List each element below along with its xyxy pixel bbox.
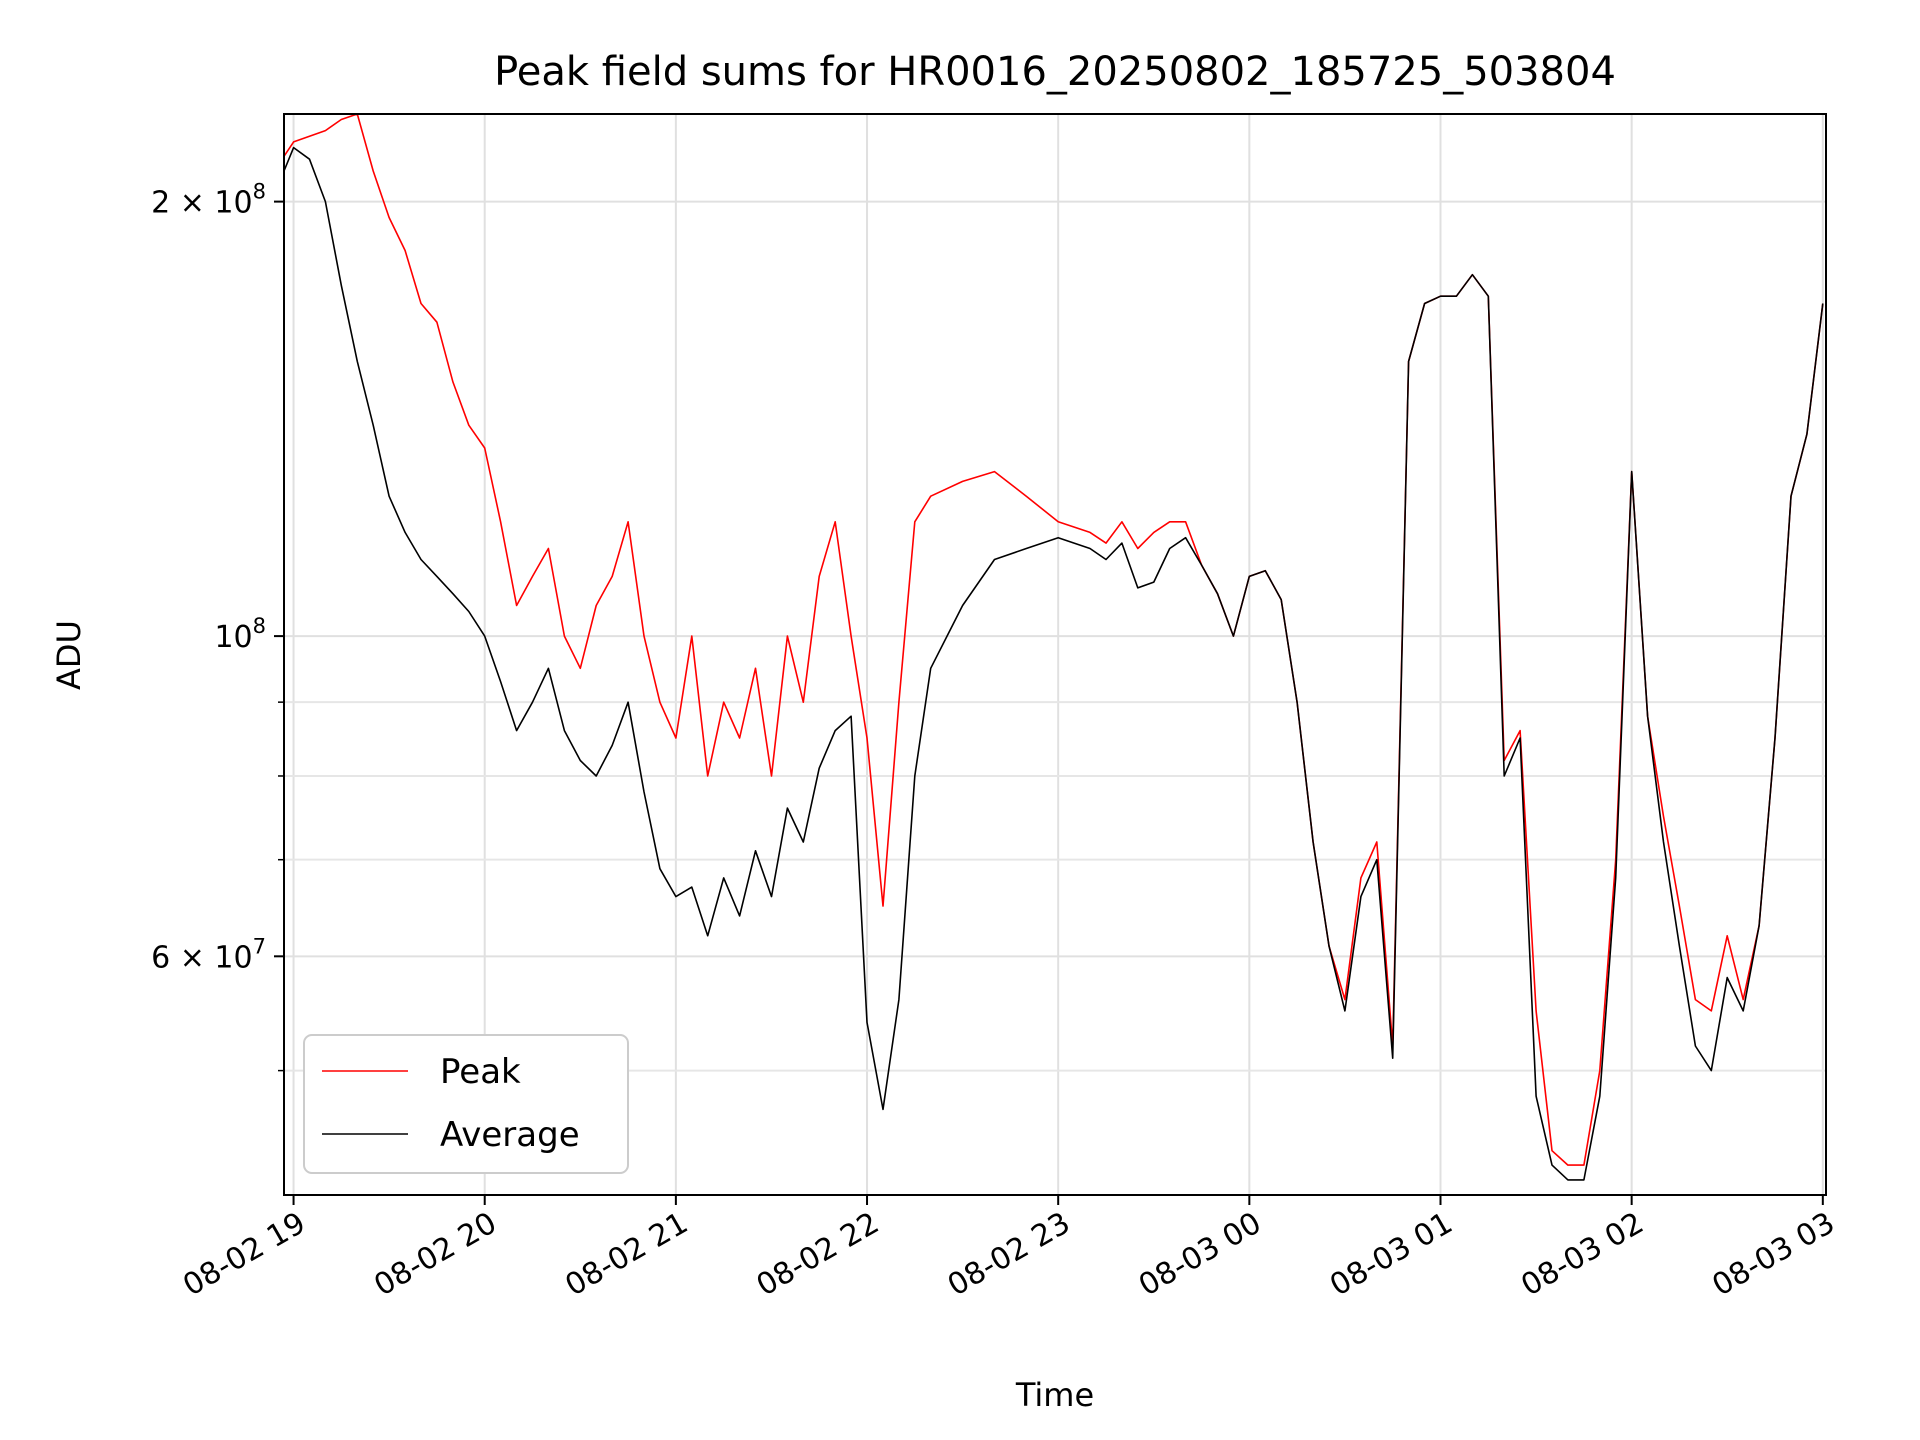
y-tick-label: 6 × 107 (151, 934, 266, 975)
grid-lines (284, 114, 1826, 1195)
series-line-peak (283, 113, 1824, 1166)
y-tick-label-base: 2 × 10 (151, 186, 252, 221)
y-tick-label-exponent: 8 (253, 180, 266, 204)
legend-label-peak: Peak (440, 1052, 521, 1092)
legend-label-average: Average (440, 1115, 580, 1155)
chart-legend: Peak Average (303, 1034, 629, 1174)
y-tick-label-base: 10 (214, 620, 252, 655)
y-tick-label-exponent: 8 (253, 614, 266, 638)
y-tick-label-base: 6 × 10 (151, 940, 252, 975)
plot-series (283, 113, 1824, 1181)
legend-box (303, 1034, 629, 1174)
plot-area-frame (283, 113, 1827, 1196)
y-tick-label-exponent: 7 (253, 934, 266, 958)
series-line-average (283, 146, 1824, 1181)
x-axis-label: Time (1015, 1376, 1094, 1414)
y-tick-label: 2 × 108 (151, 180, 266, 221)
y-axis-label: ADU (50, 620, 88, 690)
chart-title: Peak field sums for HR0016_20250802_1857… (494, 49, 1616, 95)
y-tick-label: 108 (214, 614, 266, 655)
